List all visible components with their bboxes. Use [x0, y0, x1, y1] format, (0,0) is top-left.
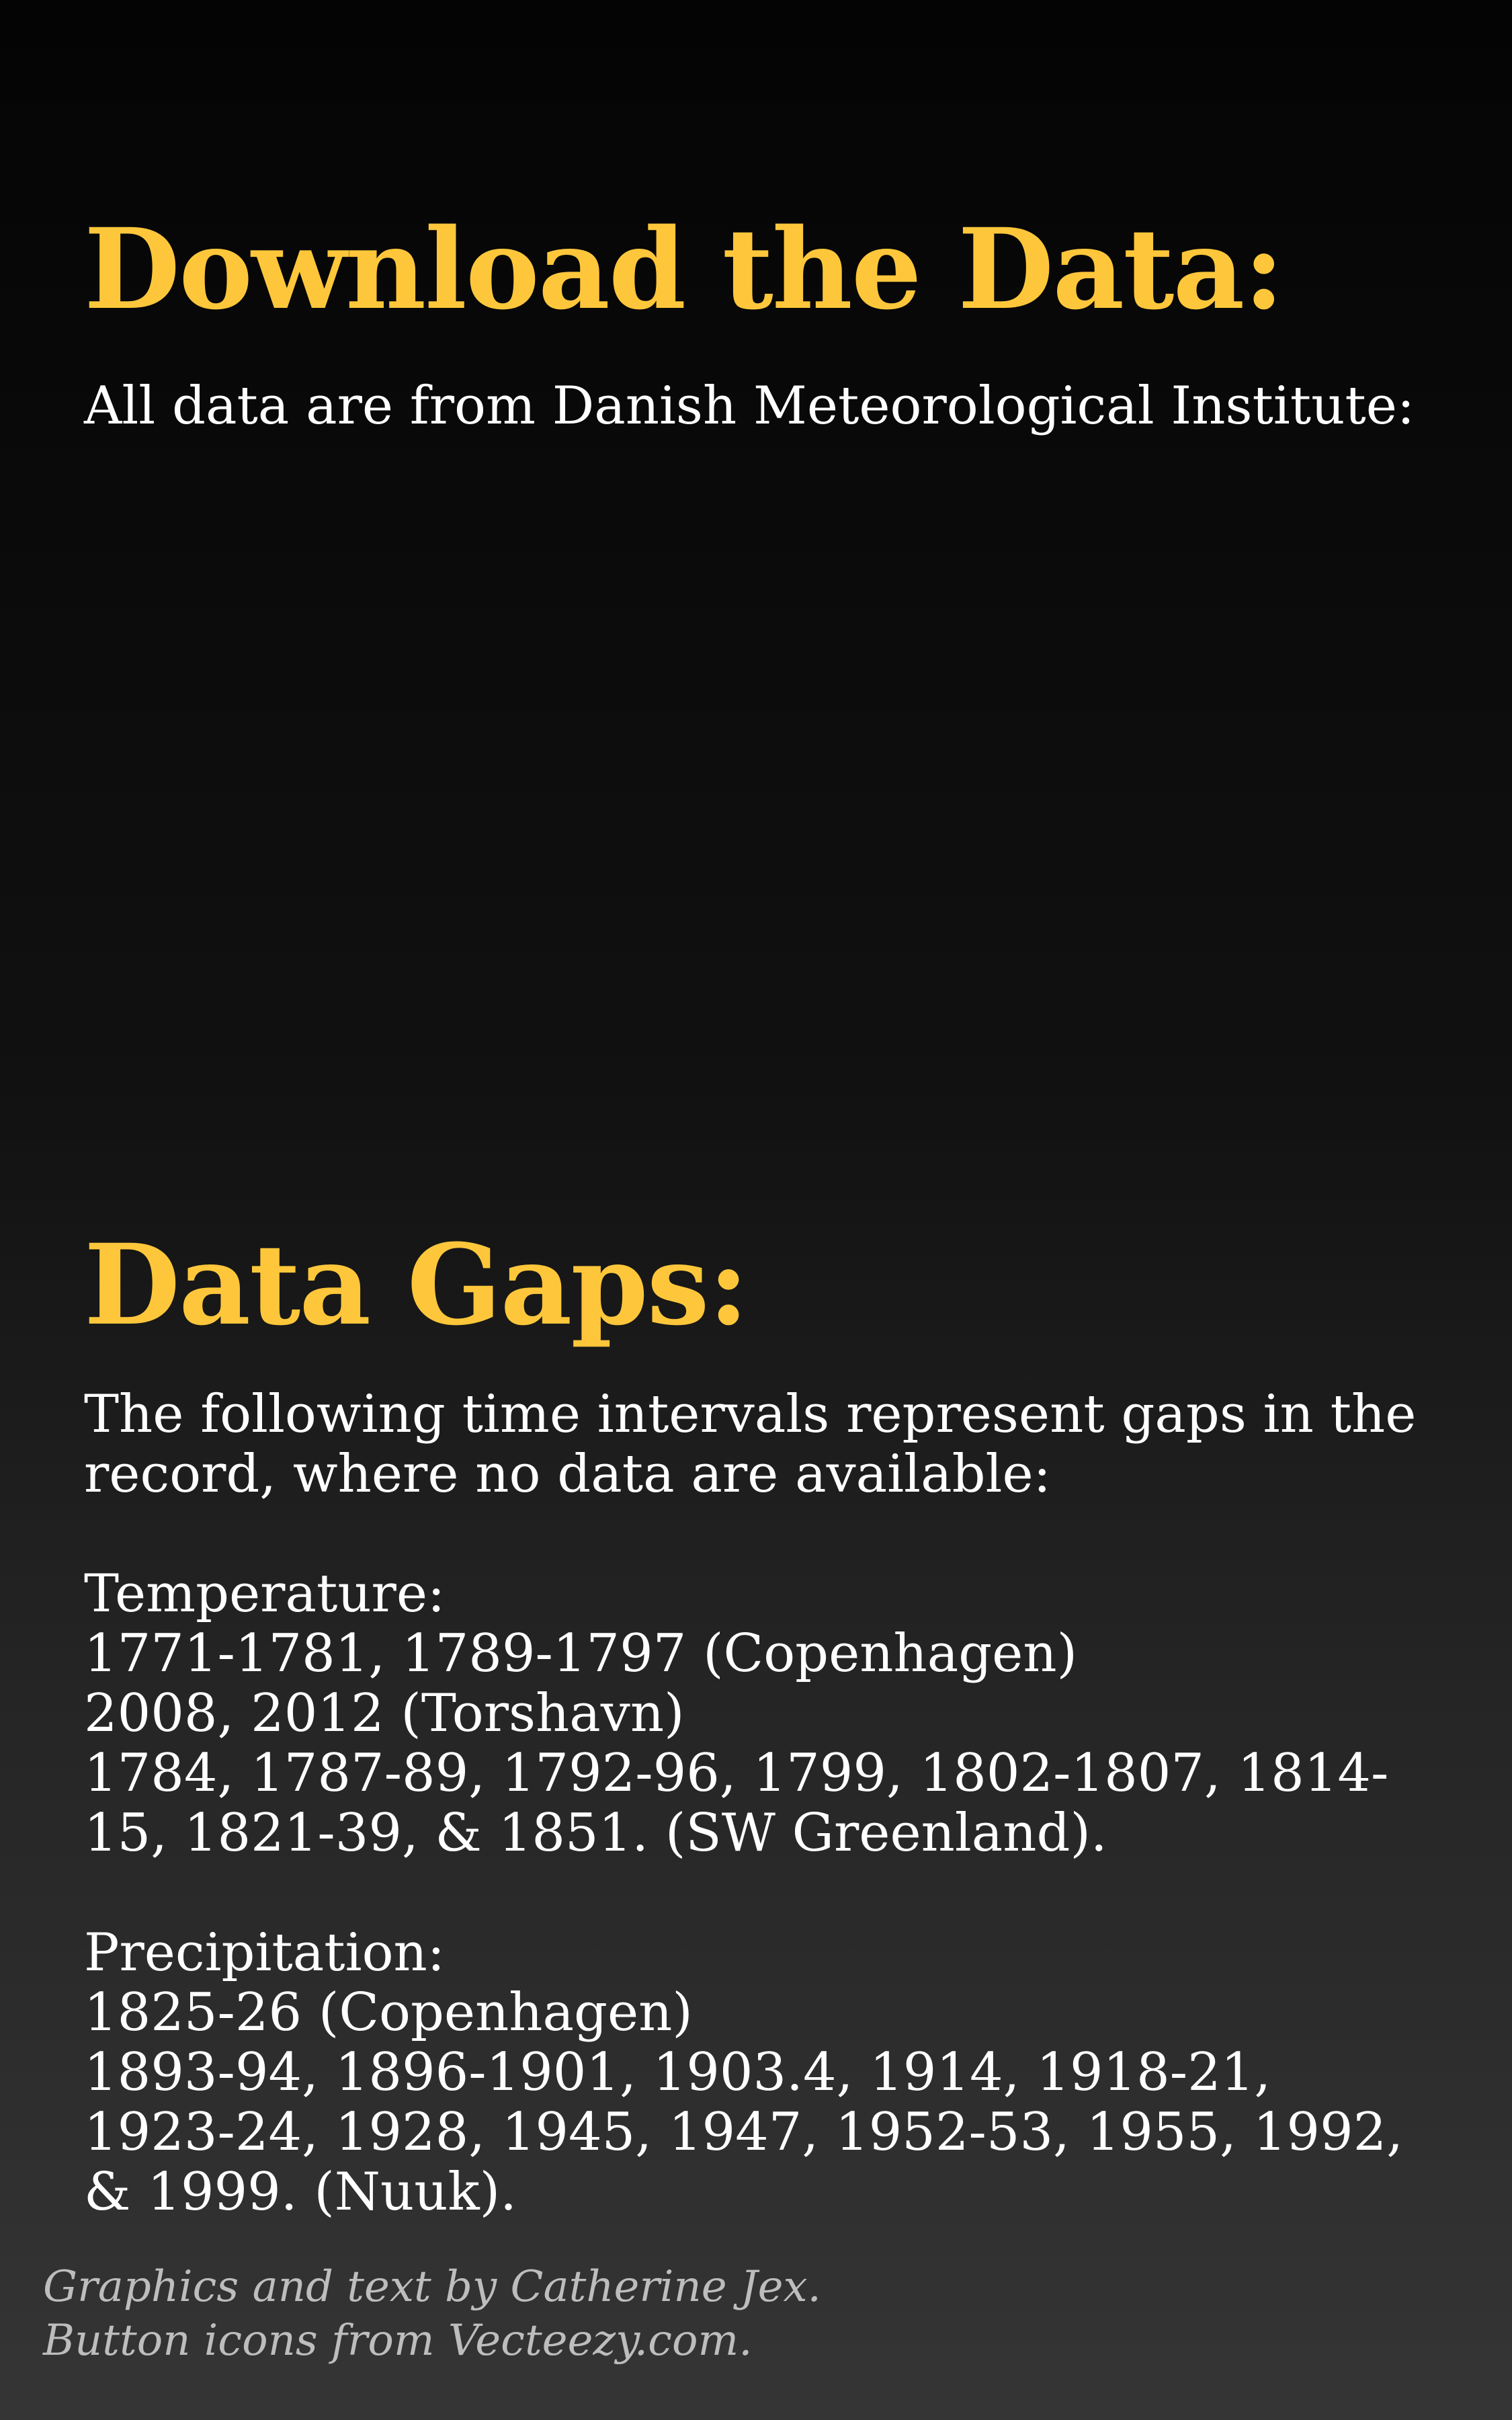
temperature-gap-sw-greenland: 1784, 1787-89, 1792-96, 1799, 1802-1807,…: [84, 1743, 1389, 1863]
data-source-text: All data are from Danish Meteorological …: [84, 376, 1415, 436]
data-gaps-heading: Data Gaps:: [84, 1219, 749, 1350]
temperature-title: Temperature:: [84, 1564, 446, 1624]
precipitation-gap-copenhagen: 1825-26 (Copenhagen): [84, 1982, 693, 2043]
data-gaps-intro: The following time intervals represent g…: [84, 1384, 1417, 1504]
credits-author: Graphics and text by Catherine Jex.: [43, 2262, 821, 2312]
credits: Graphics and text by Catherine Jex. Butt…: [43, 2260, 821, 2368]
download-heading: Download the Data:: [84, 204, 1284, 334]
spacer: [84, 1504, 1455, 1564]
spacer: [84, 1863, 1455, 1923]
temperature-gap-torshavn: 2008, 2012 (Torshavn): [84, 1683, 685, 1744]
precipitation-gap-nuuk: 1893-94, 1896-1901, 1903.4, 1914, 1918-2…: [84, 2042, 1404, 2222]
credits-icons: Button icons from Vecteezy.com.: [43, 2316, 753, 2366]
temperature-gap-copenhagen: 1771-1781, 1789-1797 (Copenhagen): [84, 1623, 1078, 1684]
data-gaps-section: The following time intervals represent g…: [84, 1385, 1455, 2222]
precipitation-title: Precipitation:: [84, 1923, 446, 1983]
